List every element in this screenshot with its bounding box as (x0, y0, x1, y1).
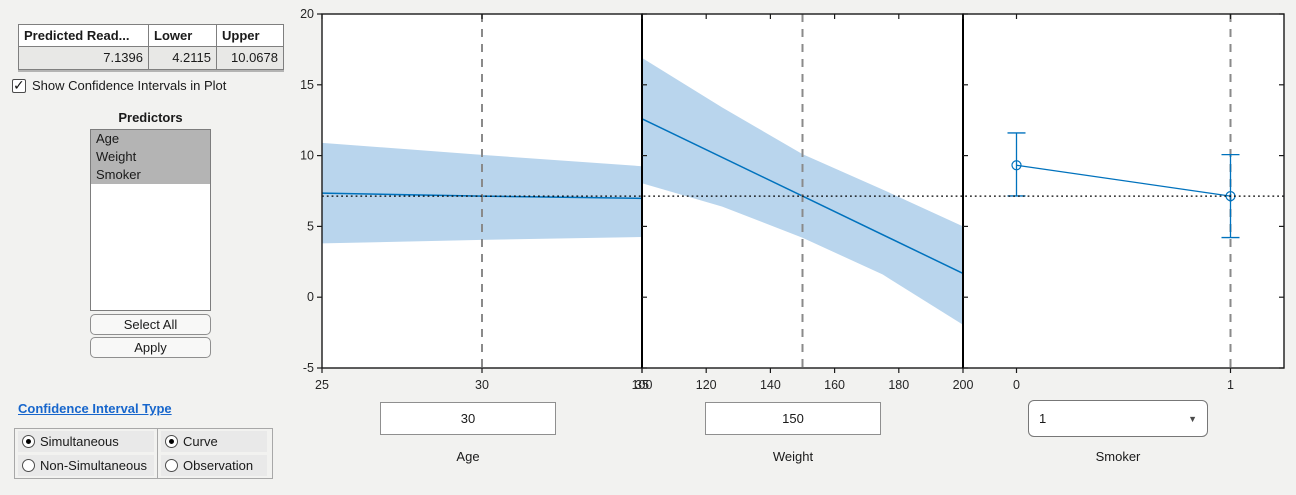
svg-text:0: 0 (307, 290, 314, 304)
predicted-value: 7.1396 (19, 47, 149, 69)
radio-observation-icon[interactable] (165, 459, 178, 472)
svg-text:1: 1 (1227, 378, 1234, 392)
ci-type-divider (157, 428, 158, 479)
svg-text:180: 180 (888, 378, 909, 392)
age-input[interactable] (380, 402, 556, 435)
show-ci-row: Show Confidence Intervals in Plot (12, 77, 227, 94)
lower-value: 4.2115 (149, 47, 217, 69)
radio-curve-label: Curve (183, 434, 218, 449)
radio-simultaneous-label: Simultaneous (40, 434, 119, 449)
col-upper: Upper (217, 25, 283, 47)
ci-type-panel (14, 428, 273, 479)
predictors-title: Predictors (118, 110, 183, 125)
svg-text:100: 100 (632, 378, 653, 392)
weight-input[interactable] (705, 402, 881, 435)
svg-text:25: 25 (315, 378, 329, 392)
svg-text:200: 200 (953, 378, 974, 392)
prediction-table-row: 7.1396 4.2115 10.0678 (19, 47, 283, 69)
radio-non-simultaneous[interactable]: Non-Simultaneous (18, 455, 154, 476)
apply-button[interactable]: Apply (90, 337, 211, 358)
show-ci-label: Show Confidence Intervals in Plot (32, 78, 227, 93)
predictors-listbox[interactable]: Age Weight Smoker (90, 129, 211, 311)
list-item-smoker[interactable]: Smoker (91, 166, 210, 184)
list-item-age[interactable]: Age (91, 130, 210, 148)
upper-value: 10.0678 (217, 47, 283, 69)
radio-simultaneous[interactable]: Simultaneous (18, 431, 154, 452)
show-ci-checkbox[interactable] (12, 77, 26, 94)
smoker-dropdown-value: 1 (1039, 411, 1047, 426)
weight-label: Weight (772, 449, 814, 464)
age-label: Age (456, 449, 480, 464)
radio-curve[interactable]: Curve (161, 431, 267, 452)
svg-text:120: 120 (696, 378, 717, 392)
radio-observation[interactable]: Observation (161, 455, 267, 476)
svg-text:160: 160 (824, 378, 845, 392)
col-lower: Lower (149, 25, 217, 47)
svg-text:5: 5 (307, 219, 314, 233)
col-predicted: Predicted Read... (19, 25, 149, 47)
radio-non-simultaneous-icon[interactable] (22, 459, 35, 472)
svg-text:15: 15 (300, 78, 314, 92)
prediction-table: Predicted Read... Lower Upper 7.1396 4.2… (18, 24, 284, 70)
prediction-slice-plot[interactable]: -5 0 5 10 15 20 25 30 35 100 120 140 160 180 200 0 1 (290, 0, 1296, 400)
svg-text:0: 0 (1013, 378, 1020, 392)
radio-non-simultaneous-label: Non-Simultaneous (40, 458, 147, 473)
svg-text:30: 30 (475, 378, 489, 392)
radio-curve-icon[interactable] (165, 435, 178, 448)
svg-text:140: 140 (760, 378, 781, 392)
list-item-weight[interactable]: Weight (91, 148, 210, 166)
svg-text:10: 10 (300, 149, 314, 163)
radio-simultaneous-icon[interactable] (22, 435, 35, 448)
select-all-button[interactable]: Select All (90, 314, 211, 335)
confidence-interval-type-link[interactable]: Confidence Interval Type (18, 401, 172, 416)
chevron-down-icon: ▼ (1188, 413, 1197, 424)
smoker-label: Smoker (1095, 449, 1141, 464)
prediction-table-header: Predicted Read... Lower Upper (19, 25, 283, 47)
smoker-dropdown[interactable]: 1 ▼ (1028, 400, 1208, 437)
svg-text:-5: -5 (303, 361, 314, 375)
svg-text:35: 35 (635, 378, 649, 392)
svg-text:20: 20 (300, 7, 314, 21)
radio-observation-label: Observation (183, 458, 254, 473)
